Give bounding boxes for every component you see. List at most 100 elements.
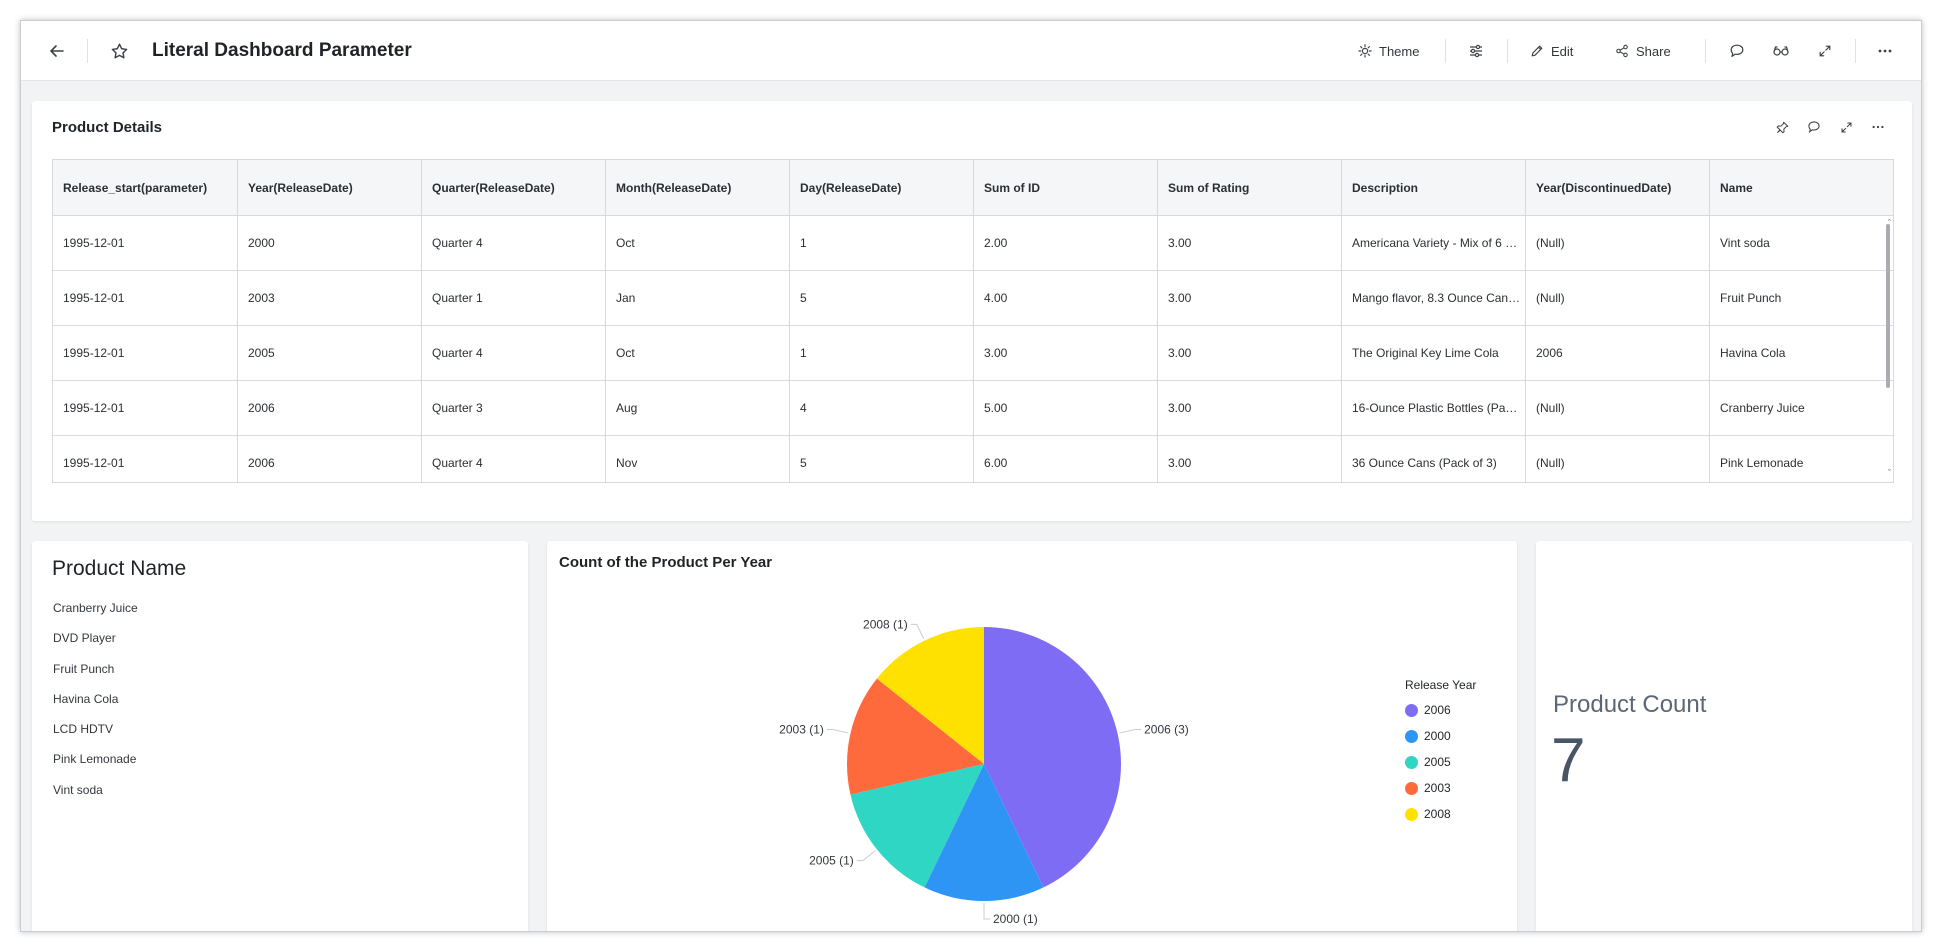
list-item[interactable]: Cranberry Juice [53, 601, 138, 615]
dashboard-title: Literal Dashboard Parameter [152, 40, 412, 61]
legend-item[interactable]: 2000 [1405, 723, 1476, 749]
data-label: 2005 (1) [809, 854, 854, 868]
view-mode-button[interactable] [1767, 37, 1795, 65]
table-cell: Aug [606, 381, 790, 435]
table-row[interactable]: 1995-12-01 2006 Quarter 3 Aug 4 5.00 3.0… [53, 381, 1893, 436]
table-cell: The Original Key Lime Cola [1342, 326, 1526, 380]
widget-comment-button[interactable] [1802, 115, 1826, 139]
list-item[interactable]: Fruit Punch [53, 661, 115, 676]
edit-button[interactable]: Edit [1530, 37, 1573, 65]
table-cell: (Null) [1526, 436, 1710, 482]
dashboard-window: Literal Dashboard Parameter Theme Edit S… [20, 20, 1922, 932]
column-header[interactable]: Quarter(ReleaseDate) [422, 160, 606, 215]
table-cell: 1995-12-01 [53, 271, 238, 325]
vertical-scrollbar[interactable] [1886, 224, 1890, 388]
legend-label: 2003 [1424, 781, 1451, 795]
legend-item[interactable]: 2003 [1405, 775, 1476, 801]
list-item[interactable]: Pink Lemonade [53, 752, 137, 767]
header-divider [1445, 39, 1446, 63]
column-header[interactable]: Release_start(parameter) [53, 160, 238, 215]
column-header[interactable]: Day(ReleaseDate) [790, 160, 974, 215]
table-row[interactable]: 1995-12-01 2006 Quarter 4 Nov 5 6.00 3.0… [53, 436, 1893, 482]
pie-slice-2000[interactable] [924, 764, 1044, 901]
legend-label: 2008 [1424, 807, 1451, 821]
legend-label: 2005 [1424, 755, 1451, 769]
filter-settings-button[interactable] [1462, 37, 1490, 65]
pencil-icon [1531, 45, 1543, 57]
product-count-widget: Product Count 7 [1536, 541, 1912, 931]
list-item[interactable]: Vint soda [53, 782, 103, 797]
back-button[interactable] [43, 37, 71, 65]
pie-slice-2008[interactable] [876, 627, 984, 764]
table-cell: 2006 [238, 436, 422, 482]
scroll-down-icon[interactable]: ˇ [1888, 468, 1891, 478]
edit-label: Edit [1551, 43, 1574, 59]
pin-button[interactable] [1770, 115, 1794, 139]
list-item[interactable]: LCD HDTV [53, 722, 114, 737]
legend-item[interactable]: 2005 [1405, 749, 1476, 775]
column-header[interactable]: Sum of ID [974, 160, 1158, 215]
header-divider [1705, 39, 1706, 63]
table-cell: Nov [606, 436, 790, 482]
dashboard-header: Literal Dashboard Parameter Theme Edit S… [21, 21, 1921, 81]
table-cell: 4 [790, 381, 974, 435]
table-cell: 5 [790, 436, 974, 482]
column-header[interactable]: Name [1720, 180, 1753, 195]
widget-maximize-button[interactable] [1834, 115, 1858, 139]
list-item[interactable]: Havina Cola [53, 691, 119, 706]
more-options-button[interactable] [1871, 37, 1899, 65]
theme-button[interactable]: Theme [1358, 37, 1419, 65]
table-cell: (Null) [1526, 271, 1710, 325]
pie-slice-2006[interactable] [984, 627, 1121, 888]
widget-more-button[interactable] [1866, 115, 1890, 139]
data-label-leader [856, 850, 876, 862]
table-cell: (Null) [1526, 216, 1710, 270]
table-row[interactable]: 1995-12-01 2003 Quarter 1 Jan 5 4.00 3.0… [53, 271, 1893, 326]
share-button[interactable]: Share [1615, 37, 1671, 65]
share-icon [1616, 44, 1628, 58]
fullscreen-button[interactable] [1811, 37, 1839, 65]
favorite-button[interactable] [105, 37, 133, 65]
column-header[interactable]: Month(ReleaseDate) [606, 160, 790, 215]
table-cell: 2005 [238, 326, 422, 380]
legend-item[interactable]: 2006 [1405, 697, 1476, 723]
expand-icon [1819, 45, 1831, 57]
column-header[interactable]: Year(ReleaseDate) [238, 160, 422, 215]
share-label: Share [1636, 43, 1671, 59]
table-cell: 1 [790, 216, 974, 270]
column-header[interactable]: Year(DiscontinuedDate) [1526, 160, 1710, 215]
widget-toolbar [1770, 115, 1890, 139]
pie-slice-2003[interactable] [847, 678, 984, 795]
scroll-up-icon[interactable]: ˆ [1888, 218, 1891, 228]
comments-button[interactable] [1723, 37, 1751, 65]
column-header[interactable]: Description [1342, 160, 1526, 215]
legend-marker [1405, 703, 1418, 717]
comment-icon [1808, 121, 1820, 133]
table-cell: 36 Ounce Cans (Pack of 3) [1342, 436, 1526, 482]
arrow-left-icon [50, 45, 64, 57]
comment-icon [1730, 44, 1744, 57]
table-cell: 3.00 [1158, 216, 1342, 270]
table-row[interactable]: 1995-12-01 2005 Quarter 4 Oct 1 3.00 3.0… [53, 326, 1893, 381]
column-header[interactable]: Sum of Rating [1158, 160, 1342, 215]
table-cell: 1 [790, 326, 974, 380]
sun-icon [1358, 44, 1372, 58]
legend-label: 2000 [1424, 729, 1451, 743]
table-cell: Quarter 4 [422, 436, 606, 482]
table-cell: 3.00 [1158, 381, 1342, 435]
data-label-leader [910, 623, 925, 639]
header-divider [1855, 39, 1856, 63]
table-cell: 1995-12-01 [53, 436, 238, 482]
data-label-leader [826, 729, 849, 734]
table-cell: 3.00 [1158, 271, 1342, 325]
table-cell: Oct [606, 326, 790, 380]
table-row[interactable]: 1995-12-01 2000 Quarter 4 Oct 1 2.00 3.0… [53, 216, 1893, 271]
list-item[interactable]: DVD Player [53, 631, 116, 646]
legend-marker [1405, 729, 1418, 743]
legend-marker [1405, 781, 1418, 795]
pie-slice-2005[interactable] [850, 764, 984, 888]
table-cell: (Null) [1526, 381, 1710, 435]
table-cell: 3.00 [974, 326, 1158, 380]
legend-item[interactable]: 2008 [1405, 801, 1476, 827]
data-label-leader [983, 903, 990, 920]
